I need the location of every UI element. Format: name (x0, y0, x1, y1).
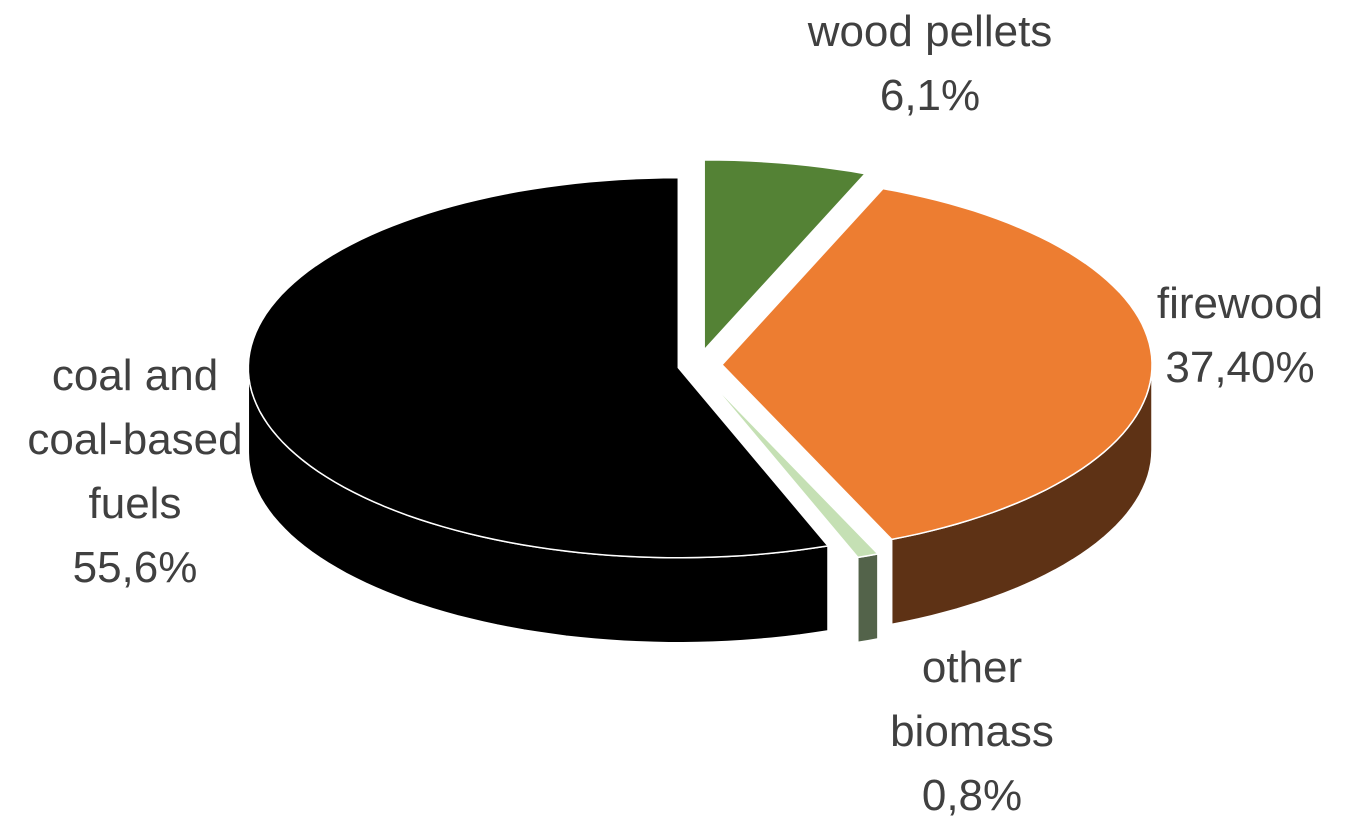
slice (247, 176, 830, 559)
slice-label: coal and coal-based fuels 55,6% (5, 344, 265, 600)
value-label: 0,8% (921, 771, 1023, 820)
category-name: firewood (1156, 279, 1324, 328)
value-label: 37,40% (1165, 343, 1315, 392)
slice-label: other biomass 0,8% (842, 636, 1102, 823)
value-label: 55,6% (72, 543, 198, 592)
category-name: other biomass (890, 643, 1054, 756)
slice (707, 378, 880, 559)
category-name: coal and coal-based fuels (27, 351, 243, 528)
slice-label: wood pellets 6,1% (770, 0, 1090, 128)
slice (703, 159, 867, 352)
slice-label: firewood 37,40% (1110, 272, 1347, 400)
category-name: wood pellets (807, 7, 1053, 56)
slice-side (857, 553, 879, 644)
slice (720, 187, 1153, 541)
value-label: 6,1% (879, 71, 981, 120)
